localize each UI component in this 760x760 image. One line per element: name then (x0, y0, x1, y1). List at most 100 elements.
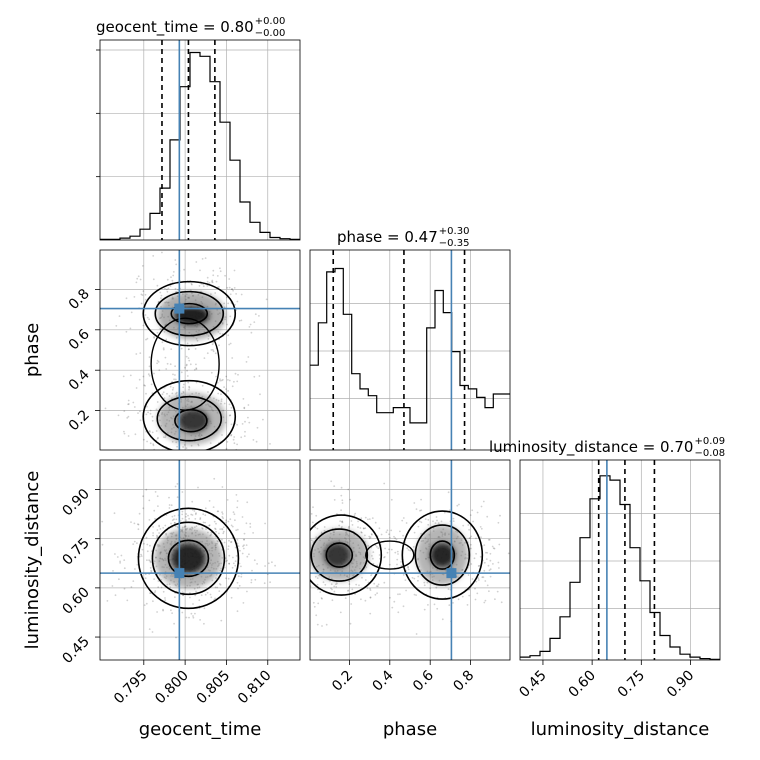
scatter-point (223, 566, 226, 569)
scatter-point (420, 521, 423, 524)
scatter-point (153, 337, 156, 339)
scatter-point (513, 589, 515, 591)
scatter-point (228, 539, 230, 542)
scatter-point (156, 362, 159, 365)
scatter-point (236, 500, 239, 502)
scatter-point (130, 586, 133, 588)
scatter-point (217, 331, 220, 333)
scatter-point (148, 559, 151, 562)
scatter-point (209, 463, 211, 465)
scatter-point (141, 548, 144, 551)
panel-title: luminosity_distance = 0.70 (489, 438, 693, 457)
scatter-point (171, 519, 174, 522)
scatter-point (369, 596, 372, 599)
scatter-point (185, 513, 188, 515)
contour-line (310, 514, 383, 596)
scatter-point (500, 601, 503, 604)
scatter-point (156, 495, 159, 498)
scatter-point (198, 599, 201, 602)
scatter-point (172, 274, 175, 277)
scatter-point (104, 407, 107, 410)
scatter-point (200, 456, 202, 458)
scatter-point (236, 610, 239, 613)
scatter-point (367, 518, 369, 521)
scatter-point (188, 385, 191, 388)
scatter-point (154, 590, 157, 592)
scatter-point (247, 416, 249, 419)
scatter-point (113, 512, 116, 515)
scatter-point (170, 348, 173, 350)
scatter-point (172, 387, 175, 389)
scatter-point (243, 538, 245, 541)
scatter-point (190, 282, 193, 285)
scatter-point (126, 599, 129, 602)
scatter-point (404, 541, 407, 544)
scatter-point (236, 443, 239, 446)
scatter-point (154, 517, 156, 520)
scatter-point (210, 531, 213, 534)
scatter-point (357, 520, 359, 523)
scatter-point (176, 445, 179, 448)
scatter-point (154, 457, 156, 459)
scatter-point (243, 499, 245, 501)
scatter-point (390, 548, 393, 551)
scatter-point (142, 324, 145, 327)
scatter-point (231, 385, 234, 388)
scatter-point (243, 538, 246, 541)
scatter-point (497, 561, 500, 564)
scatter-point (265, 551, 267, 553)
scatter-point (401, 519, 404, 522)
scatter-point (355, 583, 358, 586)
x-axis-label: geocent_time (139, 719, 262, 740)
scatter-point (436, 519, 438, 522)
scatter-point (448, 604, 451, 606)
scatter-point (171, 515, 174, 518)
scatter-point (236, 380, 239, 383)
scatter-point (149, 442, 152, 445)
scatter-point (155, 408, 158, 411)
scatter-point (236, 528, 239, 531)
scatter-point (360, 531, 363, 534)
scatter-point (159, 327, 162, 330)
scatter-point (131, 462, 133, 464)
scatter-point (493, 547, 496, 550)
scatter-point (402, 517, 405, 519)
scatter-point (354, 512, 357, 515)
scatter-point (305, 595, 307, 597)
scatter-point (153, 578, 156, 580)
scatter-point (228, 343, 231, 346)
scatter-point (182, 383, 185, 386)
scatter-point (420, 498, 422, 501)
scatter-point (378, 554, 381, 556)
scatter-point (497, 521, 500, 524)
scatter-point (230, 596, 233, 599)
scatter-point (249, 526, 252, 528)
scatter-point (154, 591, 156, 594)
scatter-point (458, 503, 460, 506)
scatter-point (180, 371, 183, 374)
scatter-point (166, 278, 169, 281)
scatter-point (123, 559, 126, 561)
scatter-point (144, 293, 147, 296)
scatter-point (247, 356, 250, 358)
scatter-point (209, 442, 212, 444)
scatter-point (175, 636, 177, 639)
scatter-point (426, 581, 429, 584)
scatter-point (215, 280, 218, 283)
scatter-point (174, 485, 177, 488)
scatter-point (369, 612, 372, 615)
scatter-point (187, 381, 190, 384)
scatter-point (347, 590, 349, 592)
scatter-point (135, 281, 138, 284)
scatter-point (197, 444, 200, 447)
scatter-point (155, 430, 158, 432)
scatter-point (196, 587, 199, 589)
scatter-point (244, 420, 246, 423)
scatter-point (363, 527, 365, 530)
scatter-point (182, 446, 185, 448)
scatter-point (241, 423, 244, 425)
scatter-point (173, 378, 176, 381)
scatter-point (167, 287, 170, 290)
scatter-point (132, 543, 135, 545)
scatter-point (220, 619, 223, 622)
